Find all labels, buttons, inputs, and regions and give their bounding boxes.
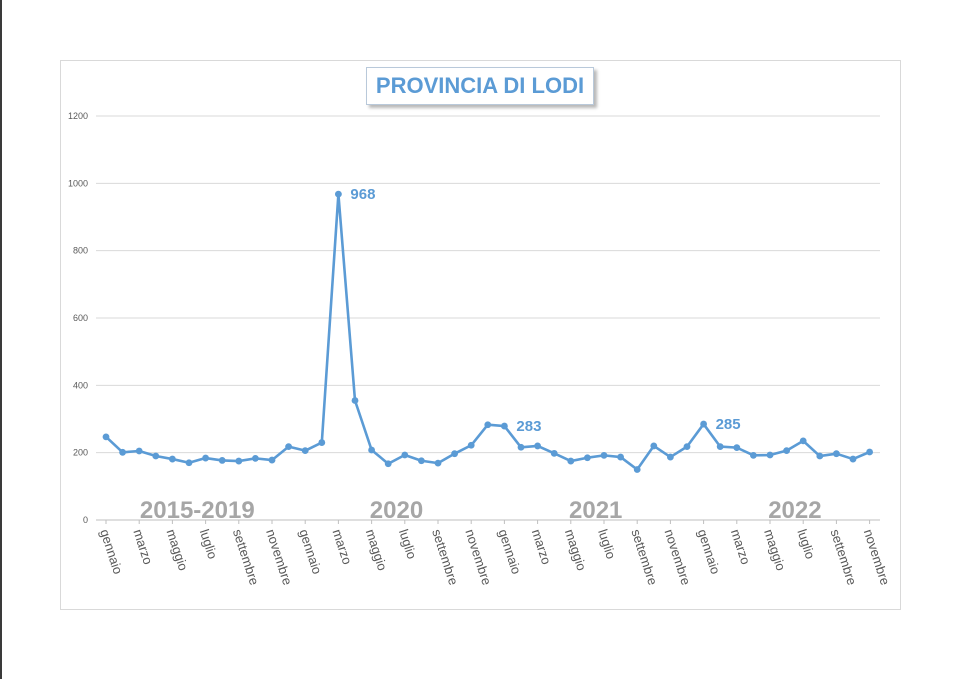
x-tick-label: novembre	[462, 527, 494, 587]
x-tick-label: settembre	[628, 527, 660, 587]
data-point	[401, 451, 409, 459]
series-layer	[102, 190, 873, 473]
data-point	[600, 451, 608, 459]
data-point	[202, 454, 210, 462]
y-tick-label: 800	[73, 246, 88, 256]
data-point	[799, 437, 807, 445]
period-label: 2022	[768, 497, 821, 524]
chart-frame	[60, 60, 901, 610]
data-point	[833, 450, 840, 458]
data-point	[849, 455, 857, 463]
period-label: 2015-2019	[140, 497, 255, 524]
data-point	[218, 457, 226, 464]
x-tick-label: gennaio	[97, 527, 126, 576]
x-axis: gennaio marzo maggio luglio settembre novembr…	[97, 520, 893, 587]
data-point	[152, 452, 160, 460]
period-label: 2020	[370, 497, 423, 524]
data-point	[716, 443, 724, 451]
x-tick-label: settembre	[429, 527, 461, 587]
y-tick-label: 200	[73, 448, 88, 458]
data-point	[434, 459, 442, 467]
data-point	[451, 450, 458, 458]
data-point	[650, 442, 658, 450]
x-tick-label: marzo	[529, 527, 554, 566]
y-tick-label: 400	[73, 380, 88, 390]
x-tick-label: luglio	[794, 527, 818, 561]
data-point	[700, 420, 707, 428]
y-axis-ticks: 0 200 400 600 800 1000 1200	[68, 111, 88, 525]
data-point	[534, 442, 541, 450]
data-point	[501, 422, 508, 430]
data-label: 285	[716, 416, 741, 433]
x-tick-label: luglio	[197, 527, 221, 561]
data-point	[384, 460, 392, 468]
data-point	[418, 457, 425, 465]
data-point	[185, 459, 193, 467]
data-point	[750, 451, 757, 459]
data-point	[368, 446, 375, 454]
chart-title: PROVINCIA DI LODI	[375, 73, 585, 98]
y-tick-label: 1200	[68, 111, 88, 121]
data-point	[252, 454, 259, 462]
annotations: 968 283 285	[350, 186, 740, 435]
left-edge-border	[0, 0, 2, 679]
x-tick-label: novembre	[263, 527, 295, 587]
x-tick-label: maggio	[164, 527, 191, 572]
data-point	[567, 457, 575, 465]
data-point	[866, 448, 873, 456]
x-tick-label: maggio	[761, 527, 788, 572]
data-point	[268, 456, 276, 464]
data-point	[517, 443, 525, 451]
data-point	[335, 190, 342, 198]
x-tick-label: luglio	[595, 527, 619, 561]
x-tick-label: marzo	[728, 527, 753, 566]
chart-title-box: PROVINCIA DI LODI	[366, 67, 594, 105]
x-tick-label: settembre	[230, 527, 262, 587]
data-point	[550, 449, 558, 457]
data-point	[816, 452, 824, 460]
x-tick-label: gennaio	[695, 527, 724, 576]
data-point	[617, 453, 624, 461]
y-tick-label: 600	[73, 313, 88, 323]
x-tick-label: gennaio	[296, 527, 325, 576]
data-point	[285, 443, 292, 451]
x-tick-label: marzo	[330, 527, 355, 566]
series-line	[105, 192, 871, 471]
x-tick-label: maggio	[363, 527, 390, 572]
data-point	[235, 457, 243, 465]
data-point	[135, 447, 143, 455]
data-point	[633, 466, 641, 473]
x-tick-label: marzo	[130, 527, 155, 566]
data-point	[102, 433, 110, 441]
data-point	[733, 444, 741, 452]
data-point	[351, 397, 359, 404]
data-point	[119, 448, 126, 456]
x-tick-label: novembre	[662, 527, 694, 587]
x-tick-label: maggio	[562, 527, 589, 572]
data-point	[584, 454, 591, 462]
data-label: 968	[350, 186, 375, 203]
data-point	[318, 439, 326, 446]
period-label: 2021	[569, 497, 622, 524]
data-point	[467, 441, 475, 449]
data-point	[766, 451, 774, 459]
data-point	[301, 447, 309, 455]
period-labels: 2015-2019 2020 2021 2022	[140, 497, 822, 524]
y-tick-label: 1000	[68, 178, 88, 188]
data-point	[667, 453, 674, 461]
data-point	[683, 443, 691, 451]
data-point	[169, 455, 176, 463]
data-label: 283	[516, 418, 541, 435]
x-tick-label: gennaio	[496, 527, 525, 576]
x-tick-label: settembre	[828, 527, 860, 587]
y-tick-label: 0	[83, 515, 88, 525]
data-point	[783, 447, 790, 455]
x-tick-label: luglio	[396, 527, 420, 561]
data-point	[484, 421, 492, 429]
x-tick-label: novembre	[861, 527, 893, 587]
